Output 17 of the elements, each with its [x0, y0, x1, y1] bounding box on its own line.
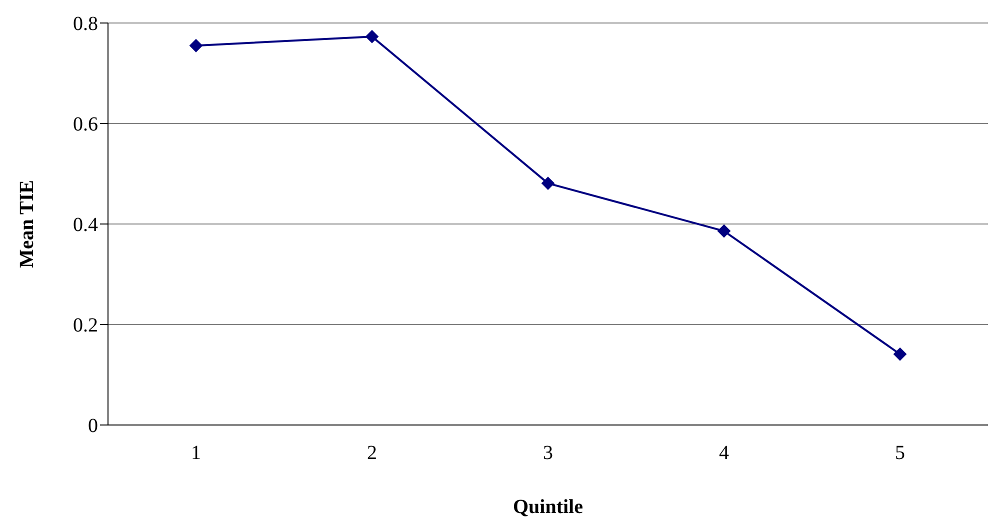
y-tick-label: 0.4 — [73, 214, 98, 236]
point — [190, 39, 202, 52]
y-axis-title: Mean TIE — [16, 180, 38, 268]
x-tick-label: 3 — [543, 442, 553, 464]
y-tick-label: 0.8 — [73, 13, 98, 36]
point — [366, 30, 378, 44]
point — [718, 224, 730, 238]
point — [894, 348, 906, 361]
x-tick-label: 5 — [895, 442, 905, 464]
y-tick-label: 0.2 — [73, 314, 98, 337]
x-tick-label: 1 — [191, 442, 201, 464]
point — [542, 176, 554, 190]
y-tick-label: 0 — [88, 415, 98, 438]
y-tick-label: 0.6 — [73, 114, 98, 136]
x-tick-label: 2 — [367, 442, 377, 464]
x-tick-label: 4 — [719, 442, 729, 464]
x-axis-title: Quintile — [512, 496, 584, 518]
